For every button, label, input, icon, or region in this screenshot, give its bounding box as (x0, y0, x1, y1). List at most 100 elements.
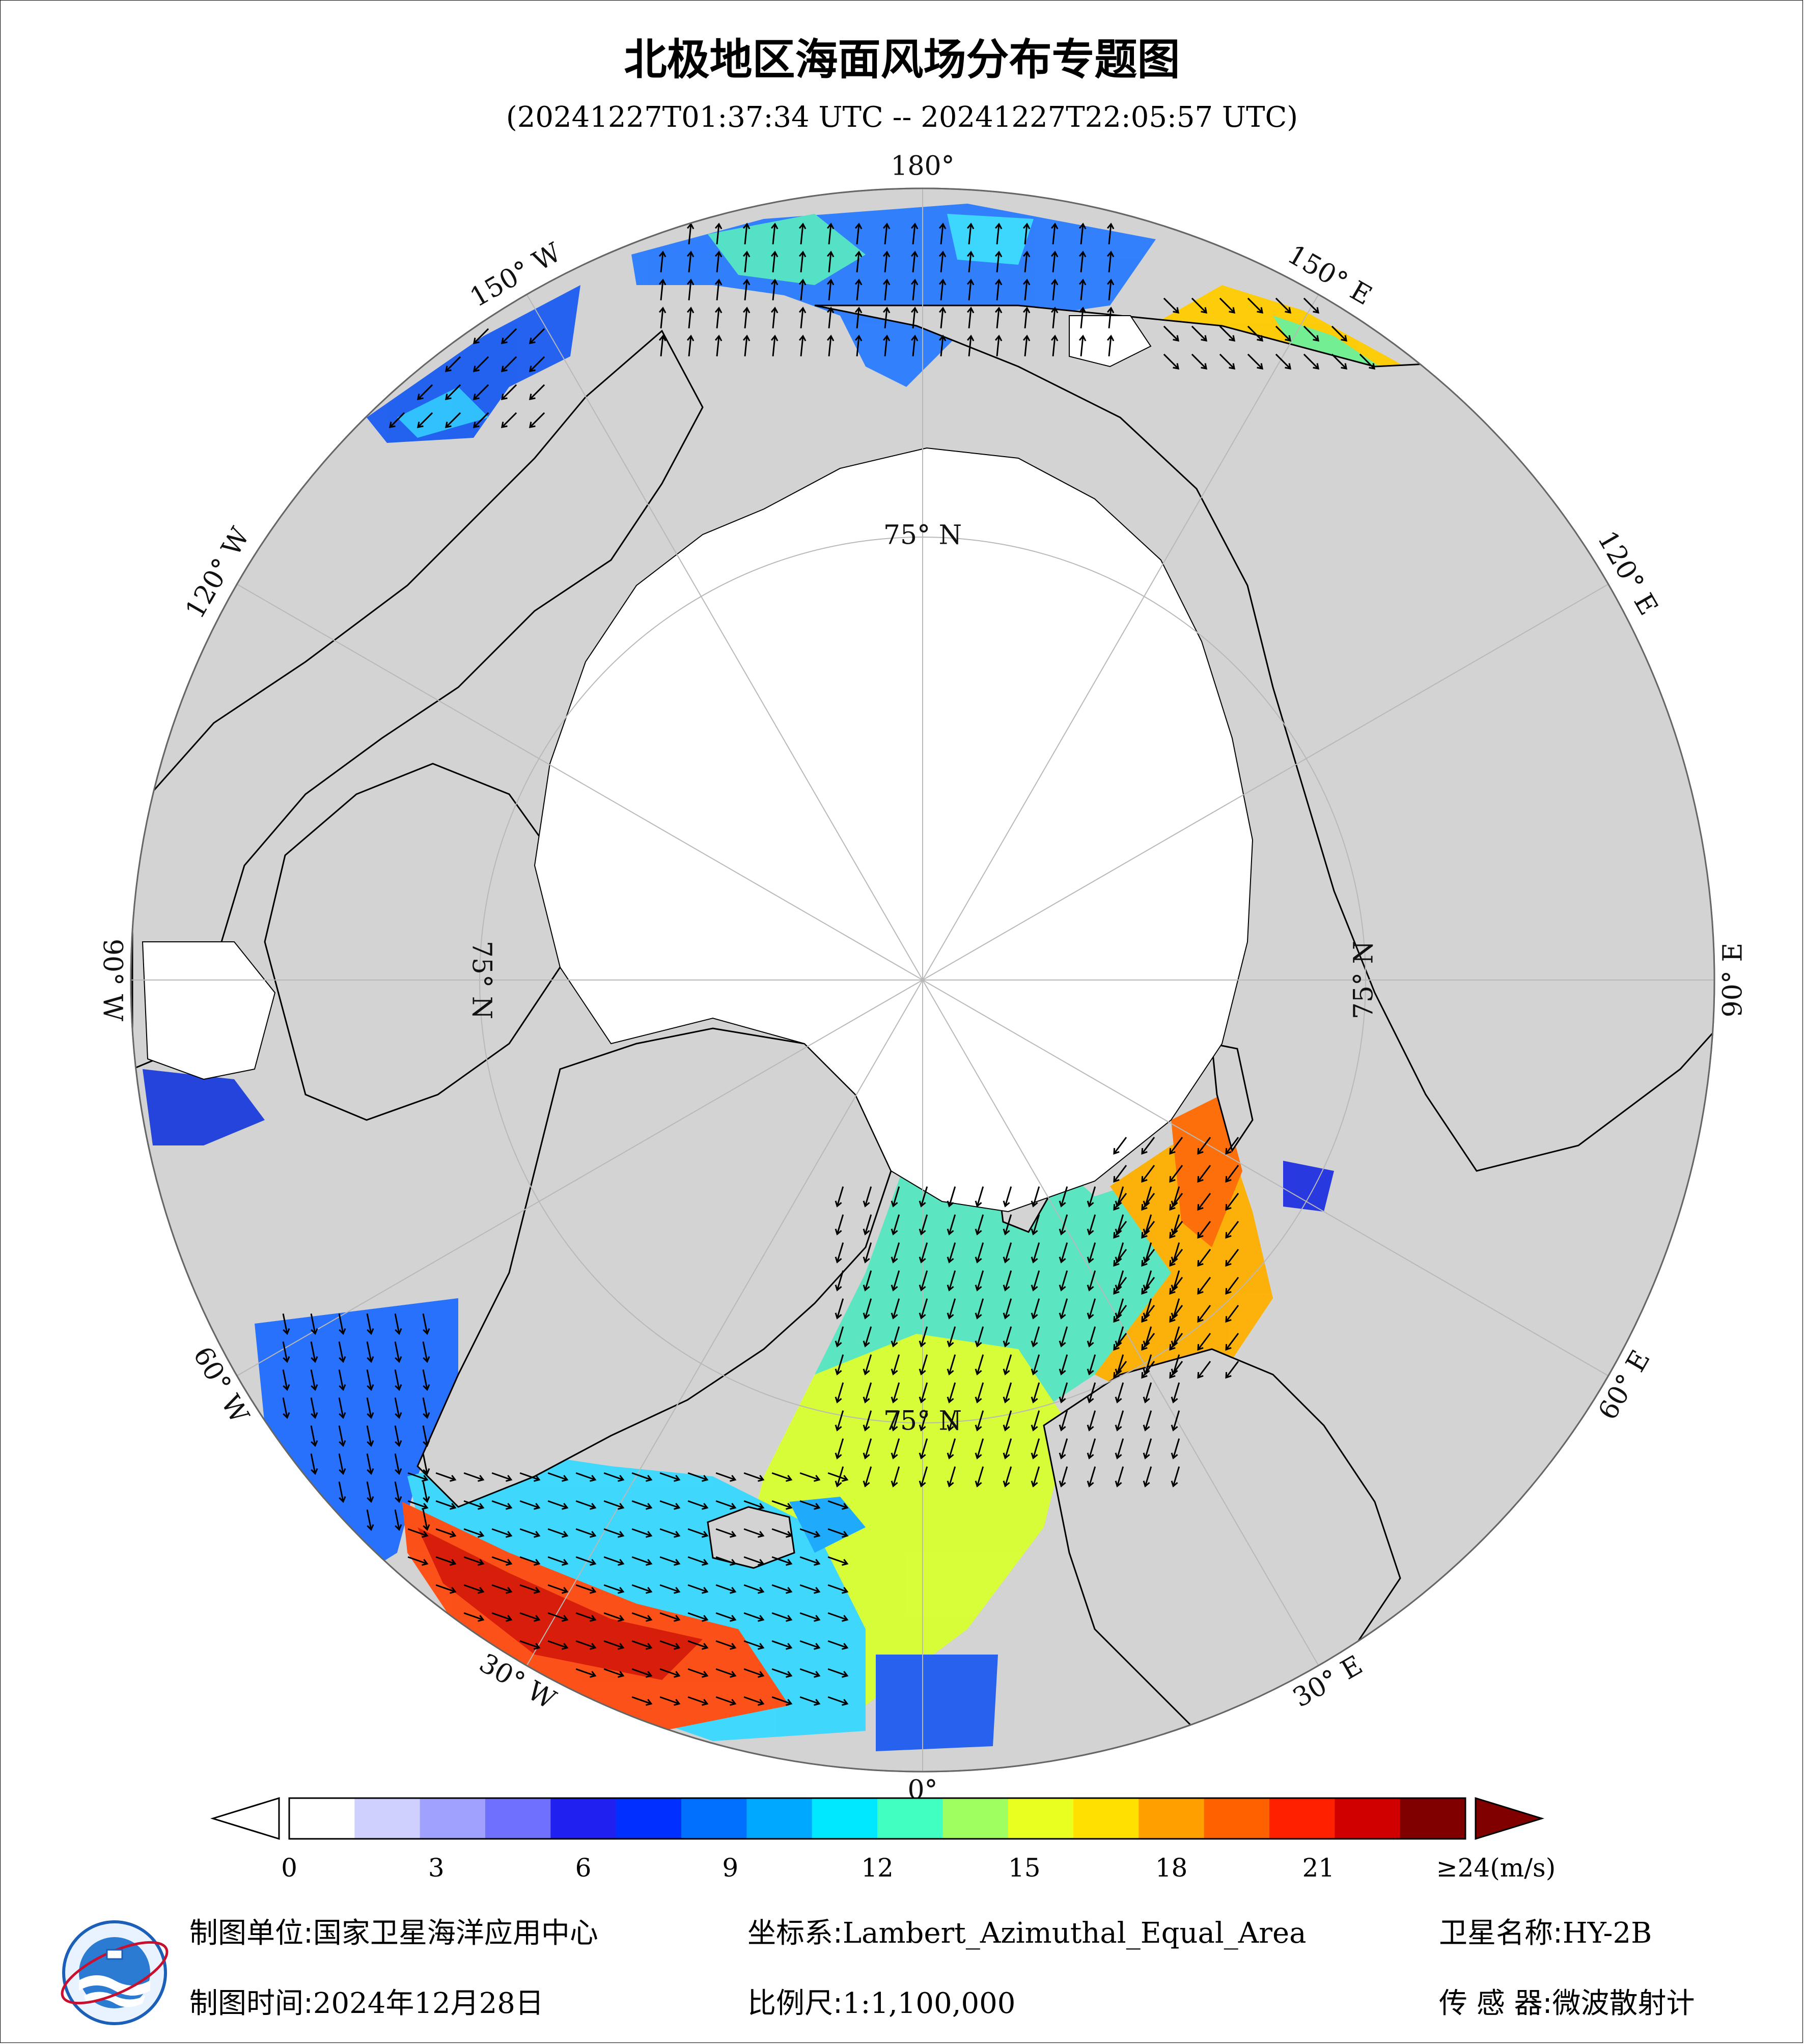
footer-coord-value: Lambert_Azimuthal_Equal_Area (842, 1917, 1307, 1950)
wind-arrow (1171, 1410, 1180, 1432)
wind-arrow (366, 1425, 374, 1447)
wind-arrow (1141, 1221, 1155, 1239)
wind-arrow (835, 1270, 844, 1292)
wind-arrow (1169, 1361, 1183, 1379)
wind-arrow (1050, 250, 1059, 273)
wind-arrow (863, 1186, 872, 1208)
wind-arrow (575, 1556, 597, 1566)
wind-arrow (1225, 1221, 1239, 1239)
wind-arrow (743, 1612, 765, 1622)
colorbar-cell (942, 1798, 1009, 1839)
wind-arrow (1078, 278, 1087, 301)
wind-arrow (1003, 1242, 1012, 1264)
wind-arrow (966, 250, 975, 273)
wind-arrow (854, 306, 863, 329)
wind-arrow (1087, 1270, 1096, 1292)
wind-arrow (1113, 1277, 1127, 1295)
wind-arrow (1078, 250, 1087, 273)
wind-arrow (994, 334, 1003, 357)
colorbar-max-arrow (1475, 1797, 1545, 1840)
wind-arrow (394, 1509, 402, 1531)
wind-arrow (715, 1640, 737, 1650)
wind-arrow (742, 278, 751, 301)
wind-arrow (658, 250, 667, 273)
wind-arrow (603, 1584, 625, 1594)
colorbar-tick-9: 9 (722, 1853, 739, 1883)
wind-arrow (827, 1500, 849, 1510)
wind-arrow (282, 1313, 290, 1335)
footer-satellite-value: HY-2B (1562, 1917, 1652, 1950)
wind-swath-chukchi-c (947, 214, 1034, 265)
wind-arrow (1113, 1249, 1127, 1267)
wind-arrow (463, 1472, 485, 1482)
wind-arrow (919, 1242, 928, 1264)
wind-arrow (366, 1397, 374, 1419)
wind-arrow (445, 356, 461, 373)
wind-arrow (966, 278, 975, 301)
wind-arrow (863, 1242, 872, 1264)
wind-arrow (1225, 1277, 1239, 1295)
wind-arrow (975, 1354, 984, 1376)
wind-arrow (1143, 1382, 1152, 1404)
wind-arrow (603, 1668, 625, 1678)
wind-arrow (366, 1313, 374, 1335)
wind-arrow (891, 1186, 900, 1208)
wind-arrow (659, 1640, 681, 1650)
wind-arrow (575, 1528, 597, 1538)
wind-arrow (659, 1472, 681, 1482)
wind-arrow (338, 1369, 346, 1391)
wind-arrow (394, 1425, 402, 1447)
wind-arrow (771, 1696, 793, 1706)
wind-arrow (743, 1528, 765, 1538)
wind-arrow (575, 1640, 597, 1650)
wind-arrow (687, 1696, 709, 1706)
colorbar-tick-3: 3 (428, 1853, 445, 1883)
wind-arrow (1163, 297, 1180, 314)
wind-arrow (1113, 1305, 1127, 1323)
wind-arrow (919, 1214, 928, 1236)
meridian-label-90-w: 90° W (97, 939, 128, 1022)
wind-arrow (473, 384, 489, 401)
wind-arrow (715, 1696, 737, 1706)
wind-arrow (686, 222, 695, 245)
wind-arrow (1303, 353, 1320, 370)
wind-arrow (1219, 353, 1236, 370)
wind-arrow (491, 1612, 513, 1622)
wind-arrow (947, 1326, 956, 1348)
wind-arrow (771, 1556, 793, 1566)
map-subtitle: (20241227T01:37:34 UTC -- 20241227T22:05… (506, 101, 1298, 134)
graticule (131, 188, 1714, 1772)
wind-arrow (435, 1500, 457, 1510)
wind-arrow (1113, 1137, 1127, 1155)
wind-arrow (631, 1584, 653, 1594)
wind-arrow (1106, 250, 1115, 273)
wind-arrow (282, 1369, 290, 1391)
land-canadian-archipelago (264, 763, 561, 1121)
wind-arrow (603, 1612, 625, 1622)
wind-arrow (1143, 1466, 1152, 1488)
wind-arrow (407, 1528, 429, 1538)
wind-arrow (863, 1214, 872, 1236)
wind-arrow (1197, 1221, 1211, 1239)
wind-arrow (1171, 1438, 1180, 1460)
wind-arrow (1225, 1249, 1239, 1267)
wind-arrow (743, 1584, 765, 1594)
wind-arrow (1191, 297, 1208, 314)
wind-arrow (1225, 1333, 1239, 1351)
wind-arrow (715, 1556, 737, 1566)
meridian-label-90-e: 90° E (1718, 943, 1749, 1018)
wind-arrow (1087, 1410, 1096, 1432)
wind-arrow (1003, 1270, 1012, 1292)
meridian-label-180: 180° (891, 151, 954, 182)
wind-arrow (529, 328, 545, 345)
colorbar (210, 1797, 1545, 1840)
wind-arrow (1059, 1410, 1068, 1432)
sea-ice-central (534, 447, 1254, 1213)
wind-arrow (463, 1528, 485, 1538)
nsoas-logo (61, 1920, 169, 2025)
wind-arrow (603, 1528, 625, 1538)
wind-arrow (975, 1466, 984, 1488)
wind-arrow (714, 306, 723, 329)
wind-arrow (435, 1528, 457, 1538)
wind-arrow (519, 1612, 541, 1622)
